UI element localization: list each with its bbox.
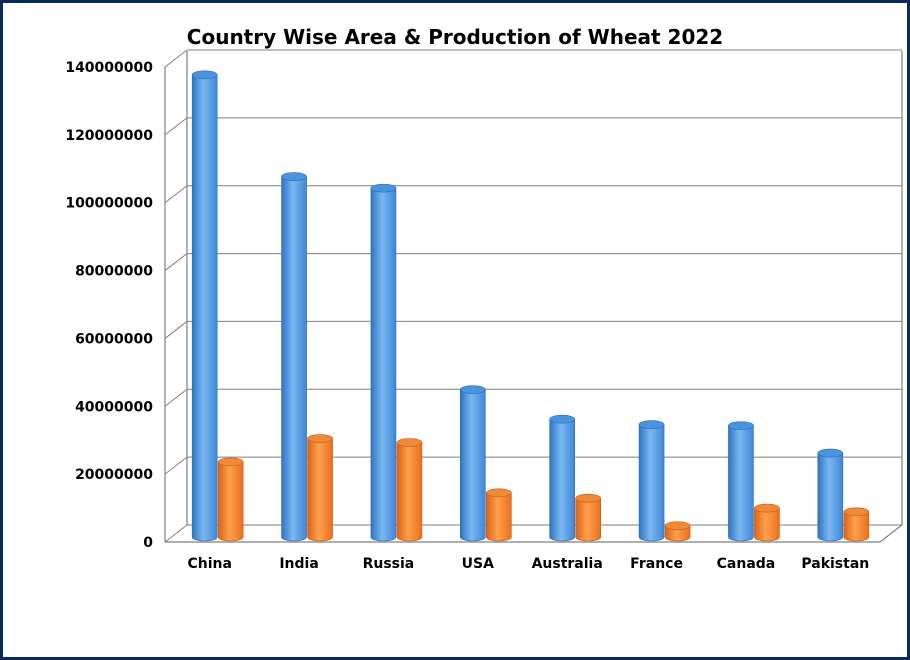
bar-cap (638, 420, 665, 429)
bar-body (754, 507, 780, 542)
gridline-depth (164, 388, 188, 407)
bar-body (307, 438, 333, 542)
y-tick-label: 20000000 (75, 467, 153, 483)
bar-series2-australia (575, 493, 601, 542)
bar-series2-france (664, 521, 691, 542)
bar-body (486, 492, 512, 542)
bar-body (460, 389, 486, 542)
y-tick-label: 80000000 (75, 264, 153, 280)
bar-cap (843, 507, 870, 517)
bar-series1-india (281, 172, 307, 542)
bar-cap (664, 521, 691, 531)
bar-body (396, 442, 423, 542)
bar-series2-canada (754, 503, 780, 542)
bar-series2-india (307, 434, 333, 542)
bar-cap (370, 183, 397, 193)
bar-body (281, 176, 307, 542)
floor-right-edge (879, 524, 903, 543)
bar-body (817, 452, 844, 542)
bar-body (191, 74, 218, 542)
x-tick-label: Canada (717, 556, 776, 572)
y-tick-label: 0 (143, 535, 153, 551)
bar-body (843, 511, 870, 542)
bar-body (664, 525, 691, 542)
bar-cap (217, 457, 244, 467)
bar-series2-usa (486, 488, 512, 542)
bar-cap (575, 493, 601, 503)
x-tick-label: Russia (363, 556, 415, 572)
bar-body (370, 187, 397, 542)
bar-body (217, 461, 244, 542)
x-tick-label: Australia (532, 556, 603, 572)
gridlines (164, 49, 902, 543)
bar-cap (754, 503, 780, 513)
x-tick-label: China (187, 556, 231, 572)
bar-series2-pakistan (843, 507, 870, 542)
y-tick-label: 140000000 (65, 60, 153, 76)
plot-frame (164, 51, 903, 543)
bar-series1-australia (549, 414, 575, 542)
x-tick-label: France (630, 556, 683, 572)
x-tick-label: India (279, 556, 318, 572)
bar-cap (486, 488, 512, 498)
bar-body (728, 425, 754, 542)
gridline-depth (164, 49, 188, 68)
bar-cap (307, 434, 333, 443)
gridline-depth (164, 524, 188, 543)
bar-cap (817, 448, 844, 458)
x-tick-label: Pakistan (801, 556, 869, 572)
gridline-depth (164, 456, 188, 475)
y-tick-label: 100000000 (65, 196, 153, 212)
y-axis-ticks: 0 20000000 40000000 60000000 80000000 1000000… (65, 60, 153, 551)
bar-cap (281, 172, 307, 181)
bar-series1-pakistan (817, 448, 844, 542)
gridline-depth (164, 117, 188, 136)
bar-body (575, 497, 601, 542)
x-tick-label: USA (462, 556, 494, 572)
bar-body (549, 418, 575, 542)
x-axis-labels: China India Russia USA Australia France Canada… (187, 556, 869, 572)
bar-cap (191, 70, 218, 80)
gridline-depth (164, 321, 188, 339)
bar-cap (396, 438, 423, 447)
gridline-depth (164, 253, 188, 271)
bar-cap (728, 421, 754, 430)
bar-cap (549, 414, 575, 424)
bar-series1-russia (370, 183, 397, 542)
bar-series2-china (217, 457, 244, 542)
bar-series1-france (638, 420, 665, 542)
bar-body (638, 424, 665, 542)
y-tick-label: 60000000 (75, 331, 153, 347)
bar-series1-usa (460, 385, 486, 542)
y-tick-label: 40000000 (75, 399, 153, 415)
bar-series1-canada (728, 421, 754, 542)
bar-series2-russia (396, 438, 423, 542)
chart-title: Country Wise Area & Production of Wheat … (187, 25, 723, 49)
gridline-depth (164, 185, 188, 204)
bar-cap (460, 385, 486, 394)
bar-series1-china (191, 70, 218, 542)
bars (191, 70, 870, 542)
y-tick-label: 120000000 (65, 128, 153, 144)
